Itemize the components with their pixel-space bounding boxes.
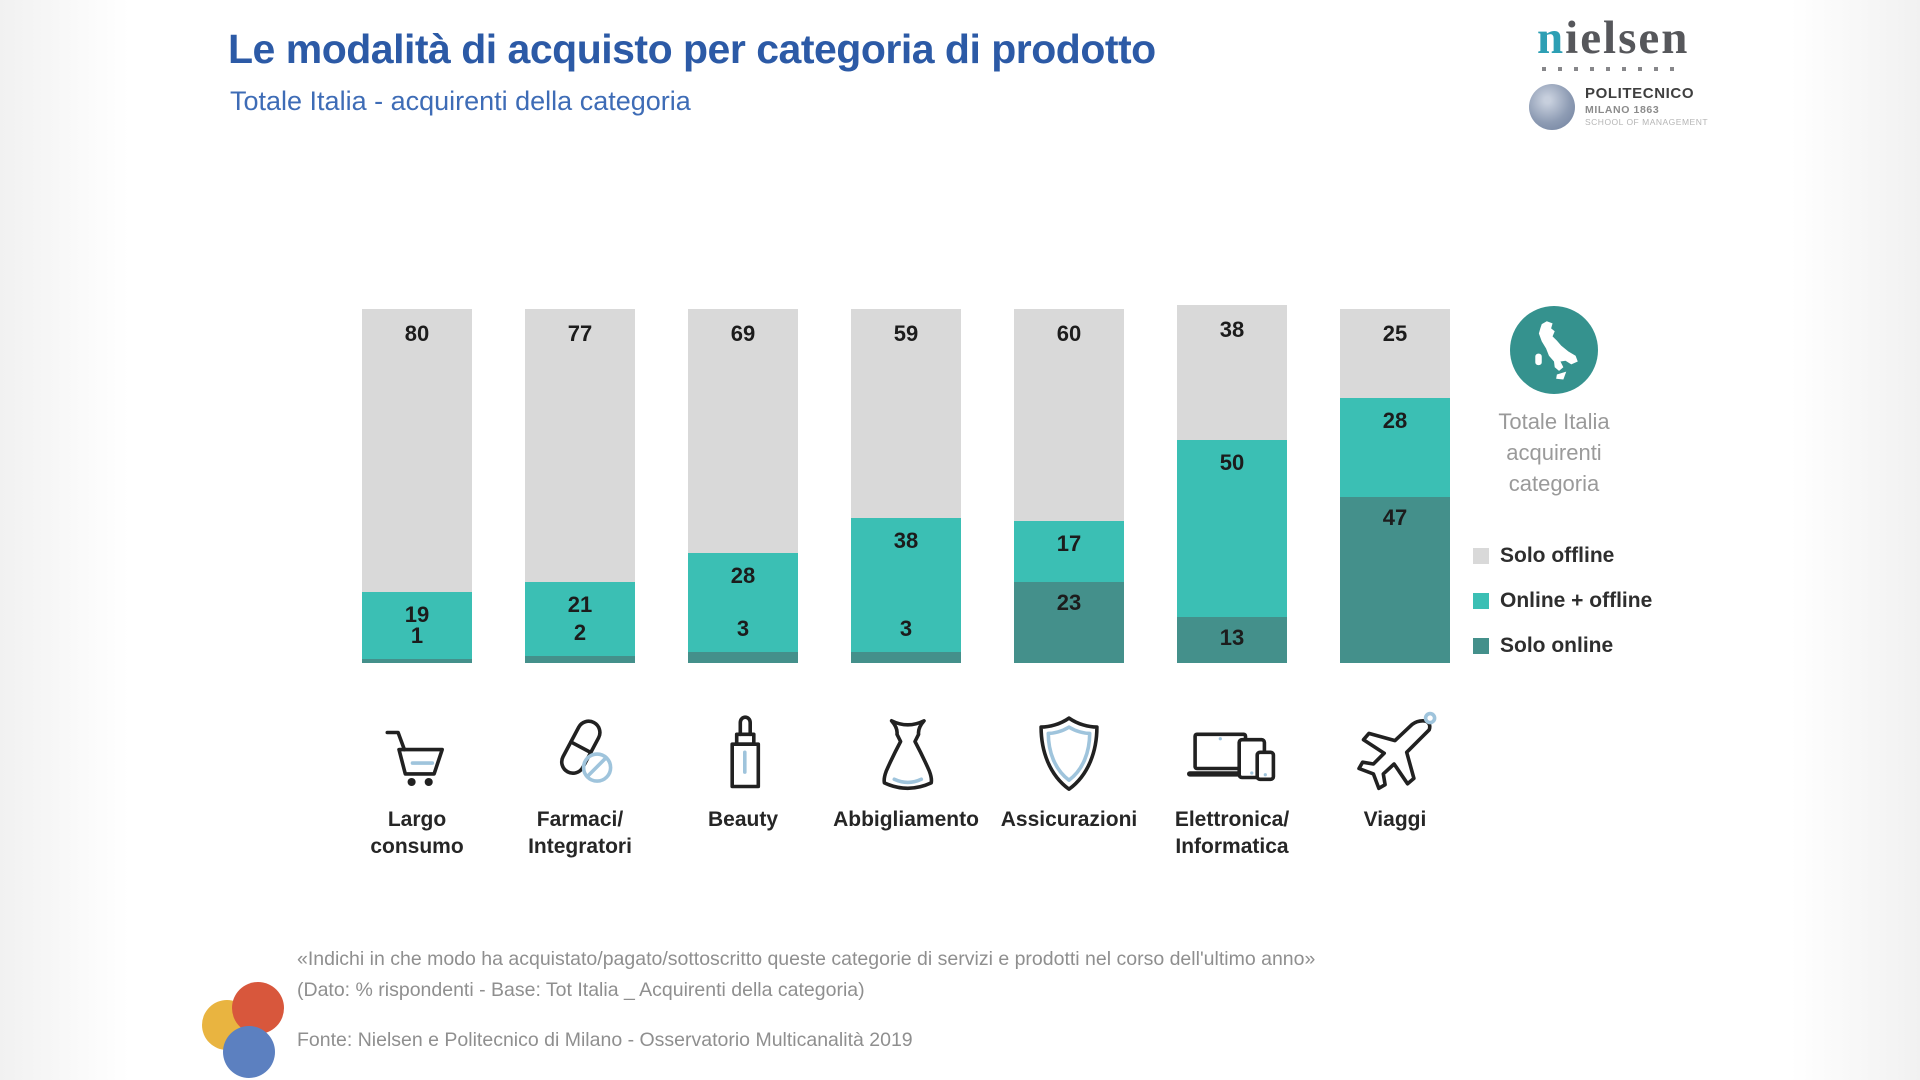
- politecnico-seal-icon: [1529, 84, 1575, 130]
- bar-segment-solo-online: [362, 659, 472, 663]
- bar-column: 59 38 3: [851, 309, 961, 663]
- politecnico-logo: POLITECNICO MILANO 1863 SCHOOL OF MANAGE…: [1529, 84, 1708, 130]
- category-label: Assicurazioni: [1000, 808, 1138, 831]
- bar-value-label-solo-online: 13: [1219, 624, 1245, 650]
- cart-icon: [372, 710, 462, 800]
- category-label: Beauty: [707, 808, 779, 831]
- italy-caption-line: Totale Italia: [1498, 409, 1610, 434]
- bar-segment-solo-online: [1177, 616, 1287, 663]
- bar-segment-solo-offline: [525, 309, 635, 582]
- category-label: Abbigliamento: [833, 808, 979, 831]
- survey-question-text: «Indichi in che modo ha acquistato/pagat…: [297, 948, 1316, 970]
- bar-segment-solo-offline: [1177, 305, 1287, 440]
- pill-icon: [535, 710, 625, 800]
- politecnico-city-year: MILANO 1863: [1585, 103, 1660, 116]
- bar-segment-solo-offline: [688, 309, 798, 554]
- bar-value-label-solo-online: 3: [899, 616, 913, 642]
- bar-value-label-solo-online: 47: [1382, 504, 1408, 530]
- page-margin-left: [0, 0, 185, 1080]
- bar-value-label-solo-offline: 38: [1219, 317, 1245, 343]
- bar-segment-online-offline: [362, 592, 472, 660]
- legend-label: Solo online: [1500, 634, 1614, 657]
- politecnico-school: SCHOOL OF MANAGEMENT: [1585, 117, 1709, 128]
- legend-item-solo-offline: Solo offline: [1473, 543, 1652, 569]
- osservatori-logo-blue-circle: [223, 1026, 275, 1078]
- bar-segment-solo-online: [688, 652, 798, 663]
- page-subtitle: Totale Italia - acquirenti della categor…: [230, 86, 691, 116]
- bar-value-label-solo-online: 3: [736, 616, 750, 642]
- bar-segment-solo-offline: [1340, 309, 1450, 398]
- category-label: Viaggi: [1363, 808, 1427, 831]
- osservatori-logo-red-circle: [232, 982, 284, 1034]
- osservatori-logo: [198, 978, 308, 1078]
- bar-column: 25 28 47: [1340, 309, 1450, 663]
- bar-value-label-solo-online: 23: [1056, 589, 1082, 615]
- bar-segment-solo-online: [1014, 581, 1124, 663]
- legend-item-online-offline: Online + offline: [1473, 588, 1652, 614]
- page-title: Le modalità di acquisto per categoria di…: [228, 26, 1156, 72]
- bar-segment-solo-online: [525, 655, 635, 663]
- legend-item-solo-online: Solo online: [1473, 633, 1652, 659]
- nielsen-dots-decoration: [1537, 67, 1689, 71]
- shield-icon: [1024, 710, 1114, 800]
- bar-value-label-online-offline: 50: [1219, 449, 1245, 475]
- nielsen-logo: nielsen: [1537, 12, 1689, 71]
- chart-legend: Solo offline Online + offline Solo onlin…: [1473, 543, 1652, 678]
- bar-value-label-solo-offline: 25: [1382, 321, 1408, 346]
- bar-column: 77 21 2: [525, 309, 635, 663]
- politecnico-name: POLITECNICO: [1585, 85, 1695, 103]
- bar-segment-solo-offline: [1014, 309, 1124, 522]
- plane-icon: [1350, 710, 1440, 800]
- bar-value-label-online-offline: 38: [893, 527, 919, 553]
- source-note: Fonte: Nielsen e Politecnico di Milano -…: [297, 1029, 913, 1051]
- bar-value-label-solo-offline: 80: [404, 321, 430, 346]
- bar-segment-online-offline: [688, 553, 798, 653]
- bar-segment-solo-online: [1340, 496, 1450, 663]
- bar-value-label-online-offline: 17: [1056, 531, 1082, 557]
- bar-segment-solo-offline: [851, 309, 961, 518]
- bar-value-label-solo-offline: 60: [1056, 321, 1082, 346]
- devices-icon: [1187, 710, 1277, 800]
- bar-segment-solo-offline: [362, 309, 472, 593]
- italy-caption-line: acquirenti: [1506, 440, 1602, 465]
- survey-base-note: (Dato: % rispondenti - Base: Tot Italia …: [297, 979, 865, 1001]
- legend-label: Online + offline: [1500, 589, 1653, 612]
- category-label: Farmaci/Integratori: [528, 808, 632, 858]
- bar-value-label-online-offline: 19: [404, 602, 430, 628]
- category-label: Largo consumo: [370, 808, 464, 858]
- bar-segment-online-offline: [1014, 521, 1124, 582]
- bar-value-label-solo-offline: 69: [730, 321, 756, 346]
- legend-swatch-solo-offline: [1473, 548, 1489, 564]
- bar-value-label-solo-offline: 59: [893, 321, 919, 346]
- italy-caption-line: categoria: [1508, 471, 1600, 496]
- italy-map-icon: [1510, 306, 1598, 394]
- bar-column: 80 19 1: [362, 309, 472, 663]
- legend-swatch-online-offline: [1473, 593, 1489, 609]
- legend-label: Solo offline: [1500, 544, 1615, 567]
- bar-segment-solo-online: [851, 652, 961, 663]
- nielsen-wordmark: nielsen: [1537, 12, 1690, 64]
- beauty-icon: [698, 710, 788, 800]
- dress-icon: [861, 710, 951, 800]
- bar-column: 60 17 23: [1014, 309, 1124, 663]
- bar-segment-online-offline: [525, 581, 635, 656]
- bar-segment-online-offline: [1177, 439, 1287, 617]
- bar-value-label-solo-online: 1: [410, 623, 424, 649]
- bar-value-label-solo-online: 2: [573, 619, 587, 645]
- category-label: Elettronica/Informatica: [1174, 808, 1290, 858]
- page-margin-right: [1735, 0, 1920, 1080]
- bar-column: 69 28 3: [688, 309, 798, 663]
- legend-swatch-solo-online: [1473, 638, 1489, 654]
- bar-value-label-solo-offline: 77: [567, 321, 593, 346]
- bar-value-label-online-offline: 28: [1382, 407, 1408, 433]
- bar-value-label-online-offline: 28: [730, 563, 756, 589]
- bar-segment-online-offline: [851, 517, 961, 653]
- bar-value-label-online-offline: 21: [567, 591, 593, 617]
- bar-segment-online-offline: [1340, 397, 1450, 497]
- bar-column: 38 50 13: [1177, 305, 1287, 663]
- italy-caption: Totale Italia acquirenti categoria: [1464, 406, 1644, 499]
